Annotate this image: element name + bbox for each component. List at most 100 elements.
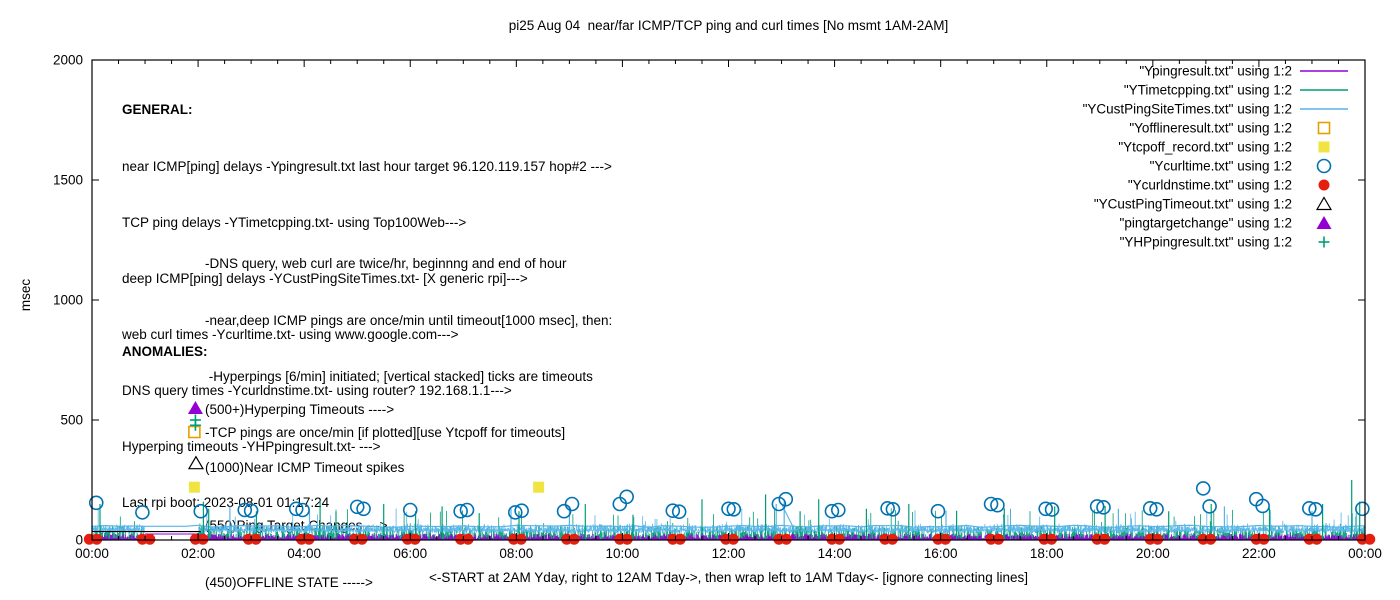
x-tick-label: 00:00 xyxy=(75,546,109,561)
series-ycurltime-txt-point xyxy=(556,503,572,519)
series-ycurltime-txt-point xyxy=(243,503,259,519)
x-tick-label: 06:00 xyxy=(393,546,427,561)
legend-triangle-filled-swatch xyxy=(1316,216,1332,229)
series-ytcpoff-record-txt-point xyxy=(533,481,545,493)
series-ycurltime-txt-point xyxy=(990,497,1005,513)
series-ycurldnstime-txt-point xyxy=(886,533,898,545)
series-ycurltime-txt-point xyxy=(1149,501,1164,517)
series-ycurltime-txt-point xyxy=(288,501,304,517)
series-ycurltime-txt-point xyxy=(619,489,634,505)
x-tick-label: 12:00 xyxy=(712,546,746,561)
general-line: near ICMP[ping] delays -Ypingresult.txt … xyxy=(122,158,612,174)
series-ycurltime-txt-point xyxy=(1142,501,1158,516)
series-ycurldnstime-txt-point xyxy=(621,533,633,545)
general-line: DNS query times -Ycurldnstime.txt- using… xyxy=(122,382,512,398)
general-note: -TCP pings are once/min [if plotted][use… xyxy=(205,424,566,440)
legend-label: "Ypingresult.txt" using 1:2 xyxy=(1139,64,1292,79)
x-axis-note: <-START at 2AM Yday, right to 12AM Tday-… xyxy=(429,570,1028,585)
general-line: Hyperping timeouts -YHPpingresult.txt- -… xyxy=(122,439,381,455)
series-ycurldnstime-txt-point xyxy=(1258,533,1270,545)
series-ycurltime-txt-point xyxy=(721,501,736,517)
legend-circle-filled-swatch xyxy=(1318,179,1330,191)
general-line: deep ICMP[ping] delays -YCustPingSiteTim… xyxy=(122,270,528,286)
y-tick-label: 0 xyxy=(75,533,83,548)
series-ycurldnstime-txt-point xyxy=(939,533,951,545)
legend-label: "pingtargetchange" using 1:2 xyxy=(1120,216,1292,231)
series-ycurldnstime-txt-point xyxy=(462,533,474,545)
series-ycurldnstime-txt-point xyxy=(1205,533,1217,545)
series-ycurldnstime-txt-point xyxy=(780,533,792,545)
x-tick-label: 02:00 xyxy=(181,546,215,561)
series-ytcpoff-record-txt-point xyxy=(188,481,200,493)
y-tick-label: 2000 xyxy=(53,53,83,68)
series-ycurltime-txt-point xyxy=(778,491,794,507)
series-ycurltime-txt-point xyxy=(459,502,475,518)
legend-triangle-open-swatch xyxy=(1315,196,1333,211)
legend-square-filled-swatch xyxy=(1318,141,1330,153)
series-ycurltime-txt-point xyxy=(349,499,365,515)
x-tick-label: 18:00 xyxy=(1030,546,1064,561)
x-tick-label: 22:00 xyxy=(1242,546,1276,561)
x-tick-label: 04:00 xyxy=(287,546,321,561)
series-ycurldnstime-txt-point xyxy=(144,533,156,545)
legend-label: "YCustPingTimeout.txt" using 1:2 xyxy=(1094,197,1292,212)
series-ycurltime-txt-point xyxy=(1202,499,1217,514)
y-tick-label: 1000 xyxy=(53,293,83,308)
series-ycurldnstime-txt-point xyxy=(992,533,1004,545)
series-ytimetcpping-txt-spikes xyxy=(99,480,1361,540)
x-tick-label: 00:00 xyxy=(1348,546,1382,561)
chart-title: pi25 Aug 04 near/far ICMP/TCP ping and c… xyxy=(508,18,949,33)
series-ycurltime-txt-point xyxy=(1096,500,1111,515)
series-ycurldnstime-txt-point xyxy=(1099,533,1111,545)
series-ycurltime-txt-point xyxy=(1038,501,1053,517)
series-pingtargetchange-point xyxy=(187,401,203,414)
series-ycurltime-txt-point xyxy=(671,504,687,519)
legend-label: "Yofflineresult.txt" using 1:2 xyxy=(1129,121,1292,136)
series-ycurltime-txt-point xyxy=(1302,501,1317,516)
series-ycurltime-txt-point xyxy=(1308,501,1323,517)
series-ycurltime-txt-point xyxy=(1089,499,1105,514)
series-ycurltime-txt-point xyxy=(1355,501,1370,517)
series-ycurldnstime-txt-point xyxy=(727,533,739,545)
series-ycustpingtimeout-txt-point xyxy=(187,455,205,470)
y-tick-label: 1500 xyxy=(53,173,83,188)
series-ycurltime-txt-point xyxy=(612,496,628,512)
series-ycurltime-txt-point xyxy=(665,503,681,519)
legend-label: "YTimetcpping.txt" using 1:2 xyxy=(1124,83,1292,98)
series-ycurldnstime-txt-point xyxy=(91,533,103,545)
anomalies-heading: ANOMALIES: xyxy=(122,344,208,359)
general-heading: GENERAL: xyxy=(122,102,193,118)
series-ycurldnstime-txt-point xyxy=(197,533,209,545)
series-ycurltime-txt-point xyxy=(514,503,529,519)
x-tick-label: 16:00 xyxy=(924,546,958,561)
deep-icmp-flat-line xyxy=(91,524,1366,528)
general-notes-block: -DNS query, web curl are twice/hr, begin… xyxy=(205,218,612,461)
series-ycurltime-txt-point xyxy=(356,501,371,517)
series-ycurldnstime-txt-point xyxy=(568,533,580,545)
series-ycurltime-txt-point xyxy=(402,502,418,518)
series-ycurltime-txt-point xyxy=(983,496,999,512)
y-tick-label: 500 xyxy=(60,413,83,428)
series-ycurltime-txt-point xyxy=(88,495,104,511)
series-ycurltime-txt-point xyxy=(726,501,742,517)
legend-label: "YHPpingresult.txt" using 1:2 xyxy=(1120,235,1292,250)
x-tick-label: 10:00 xyxy=(606,546,640,561)
series-ycurldnstime-txt-point xyxy=(356,533,368,545)
series-ycurltime-txt-point xyxy=(135,505,150,520)
series-ycurltime-txt-point xyxy=(1044,502,1060,517)
legend-label: "Ycurltime.txt" using 1:2 xyxy=(1150,159,1292,174)
series-ycurltime-txt-point xyxy=(830,502,846,518)
general-note: -Hyperpings [6/min] initiated; [vertical… xyxy=(205,368,593,384)
series-ycurltime-txt-point xyxy=(880,501,895,516)
y-axis-label: msec xyxy=(18,279,33,312)
series-ycurltime-txt-point xyxy=(507,505,523,520)
series-ycurltime-txt-point xyxy=(295,502,310,518)
series-ycurldnstime-txt-point xyxy=(250,533,262,545)
legend-label: "Ytcpoff_record.txt" using 1:2 xyxy=(1118,140,1292,155)
x-tick-label: 08:00 xyxy=(499,546,533,561)
series-ycurltime-txt-point xyxy=(193,503,209,519)
series-ycurltime-txt-point xyxy=(930,503,946,519)
series-yofflineresult-txt-point xyxy=(188,425,201,439)
legend-label: "Ycurldnstime.txt" using 1:2 xyxy=(1128,178,1292,193)
x-tick-label: 14:00 xyxy=(818,546,852,561)
